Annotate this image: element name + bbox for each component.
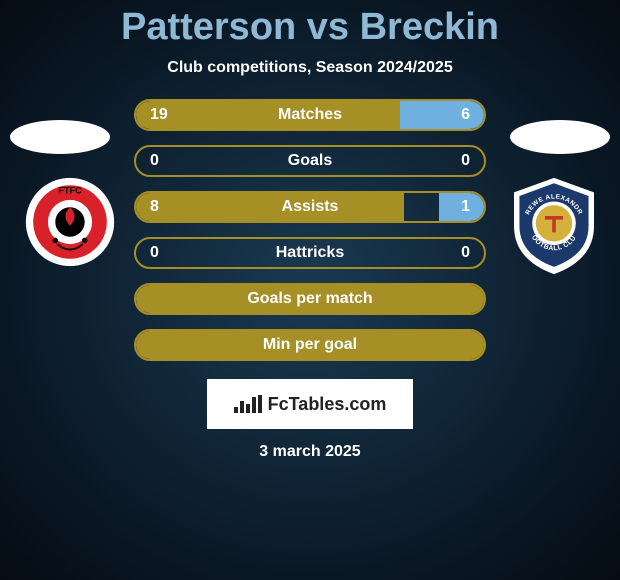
stat-row: 81Assists bbox=[134, 191, 486, 223]
left-club-initials: FTFC bbox=[58, 185, 82, 195]
bar-chart-icon bbox=[234, 395, 262, 413]
stat-label: Matches bbox=[136, 106, 484, 124]
stat-row: 00Goals bbox=[134, 145, 486, 177]
stat-label: Goals per match bbox=[136, 290, 484, 308]
stat-row: 00Hattricks bbox=[134, 237, 486, 269]
left-club-badge: FTFC bbox=[24, 176, 116, 268]
page-title: Patterson vs Breckin bbox=[0, 0, 620, 49]
left-player-oval bbox=[10, 120, 110, 154]
subtitle: Club competitions, Season 2024/2025 bbox=[0, 59, 620, 77]
stat-label: Hattricks bbox=[136, 244, 484, 262]
stats-list: 196Matches 00Goals 81Assists 00Hattricks Goa… bbox=[134, 99, 486, 361]
stat-label: Goals bbox=[136, 152, 484, 170]
footer-date: 3 march 2025 bbox=[0, 443, 620, 461]
right-club-badge: CREWE ALEXANDRA FOOTBALL CLUB bbox=[508, 176, 600, 268]
stat-row: Goals per match bbox=[134, 283, 486, 315]
footer-brand-box: FcTables.com bbox=[207, 379, 413, 429]
stat-row: Min per goal bbox=[134, 329, 486, 361]
right-player-oval bbox=[510, 120, 610, 154]
stat-row: 196Matches bbox=[134, 99, 486, 131]
footer-brand-text: FcTables.com bbox=[268, 394, 387, 415]
stat-label: Min per goal bbox=[136, 336, 484, 354]
stat-label: Assists bbox=[136, 198, 484, 216]
